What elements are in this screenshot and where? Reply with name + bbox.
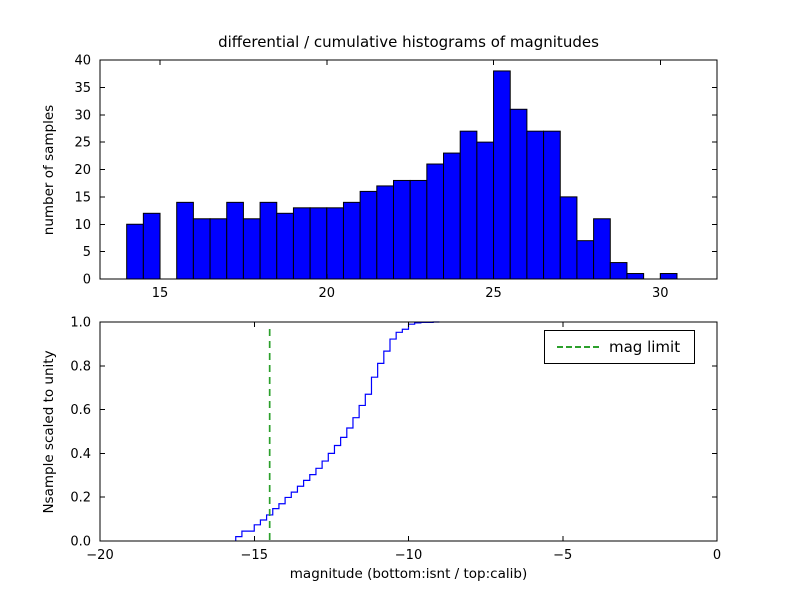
- svg-text:25: 25: [74, 136, 91, 151]
- svg-text:0.0: 0.0: [70, 535, 91, 550]
- svg-text:−10: −10: [395, 548, 422, 563]
- svg-text:5: 5: [83, 245, 91, 260]
- x-axis-label: magnitude (bottom:isnt / top:calib): [289, 566, 528, 582]
- bottom-y-axis-label: Nsample scaled to unity: [41, 350, 57, 514]
- svg-text:0.2: 0.2: [70, 491, 91, 506]
- svg-text:0: 0: [83, 273, 91, 288]
- svg-text:20: 20: [319, 286, 336, 301]
- legend-dashed-line-icon: [557, 346, 599, 348]
- svg-text:40: 40: [74, 54, 91, 69]
- svg-text:15: 15: [74, 190, 91, 205]
- top-y-axis-label: number of samples: [41, 104, 57, 236]
- svg-text:35: 35: [74, 81, 91, 96]
- svg-text:30: 30: [74, 108, 91, 123]
- svg-text:25: 25: [485, 286, 502, 301]
- svg-text:1.0: 1.0: [70, 316, 91, 331]
- svg-text:−15: −15: [241, 548, 268, 563]
- svg-text:0.4: 0.4: [70, 447, 91, 462]
- svg-text:15: 15: [152, 286, 169, 301]
- svg-text:20: 20: [74, 163, 91, 178]
- legend-label: mag limit: [609, 338, 681, 356]
- svg-text:0: 0: [713, 548, 721, 563]
- svg-text:0.8: 0.8: [70, 359, 91, 374]
- chart-title: differential / cumulative histograms of …: [218, 33, 599, 51]
- svg-text:−20: −20: [86, 548, 113, 563]
- svg-text:10: 10: [74, 218, 91, 233]
- legend: mag limit: [544, 330, 696, 364]
- svg-text:−5: −5: [553, 548, 572, 563]
- svg-text:30: 30: [652, 286, 669, 301]
- svg-text:0.6: 0.6: [70, 403, 91, 418]
